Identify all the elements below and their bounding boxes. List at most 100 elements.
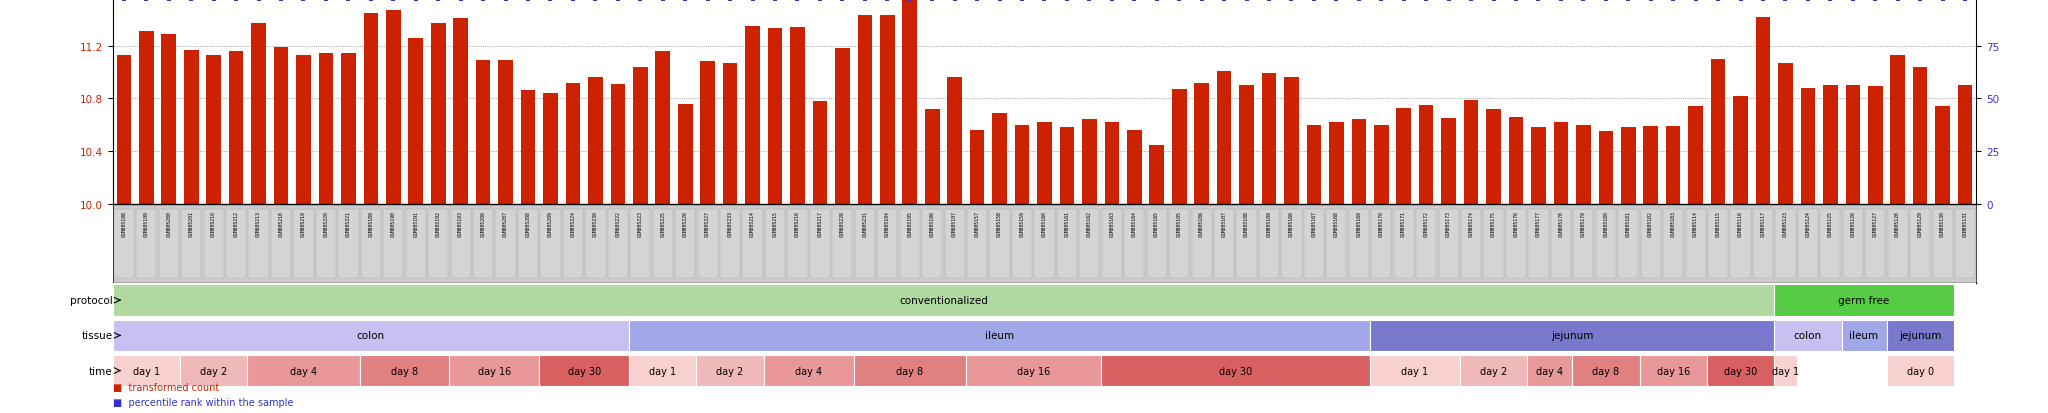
Bar bbox=[1460, 355, 1528, 387]
Text: GSM805194: GSM805194 bbox=[885, 211, 889, 237]
Point bbox=[1882, 0, 1915, 3]
FancyBboxPatch shape bbox=[1327, 209, 1346, 278]
Text: GSM805233: GSM805233 bbox=[727, 211, 733, 237]
Point bbox=[983, 0, 1016, 3]
Point bbox=[580, 0, 612, 3]
Bar bbox=[1958, 86, 1972, 204]
Bar bbox=[1554, 123, 1569, 204]
Bar bbox=[700, 62, 715, 204]
Text: GSM805126: GSM805126 bbox=[1849, 211, 1855, 237]
Bar bbox=[588, 78, 602, 204]
Bar bbox=[1640, 355, 1706, 387]
Bar bbox=[971, 131, 985, 204]
FancyBboxPatch shape bbox=[653, 209, 674, 278]
Bar bbox=[1599, 132, 1614, 204]
Text: day 16: day 16 bbox=[1016, 366, 1051, 376]
FancyBboxPatch shape bbox=[631, 209, 651, 278]
Bar bbox=[1823, 86, 1837, 204]
Text: ileum: ileum bbox=[1849, 330, 1878, 341]
Point bbox=[1589, 0, 1622, 3]
Point bbox=[625, 0, 657, 3]
FancyBboxPatch shape bbox=[1753, 209, 1774, 278]
FancyBboxPatch shape bbox=[608, 209, 629, 278]
FancyBboxPatch shape bbox=[203, 209, 223, 278]
Bar bbox=[629, 320, 1370, 351]
Bar bbox=[342, 55, 356, 204]
Bar bbox=[678, 104, 692, 204]
Point bbox=[1141, 0, 1174, 3]
Point bbox=[1702, 0, 1735, 3]
Bar bbox=[967, 355, 1100, 387]
Bar bbox=[539, 355, 629, 387]
Text: GSM805157: GSM805157 bbox=[975, 211, 979, 237]
FancyBboxPatch shape bbox=[586, 209, 606, 278]
FancyBboxPatch shape bbox=[1079, 209, 1100, 278]
FancyBboxPatch shape bbox=[899, 209, 920, 278]
Text: GSM805160: GSM805160 bbox=[1042, 211, 1047, 237]
Point bbox=[1432, 0, 1464, 3]
Text: conventionalized: conventionalized bbox=[899, 295, 987, 306]
FancyBboxPatch shape bbox=[1124, 209, 1145, 278]
Text: GSM805105: GSM805105 bbox=[1178, 211, 1182, 237]
Point bbox=[715, 0, 748, 3]
Bar bbox=[1419, 106, 1434, 204]
Text: GSM805127: GSM805127 bbox=[1872, 211, 1878, 237]
Text: GSM805230: GSM805230 bbox=[594, 211, 598, 237]
Text: GSM805213: GSM805213 bbox=[256, 211, 260, 237]
Bar bbox=[1706, 355, 1774, 387]
Text: ■  percentile rank within the sample: ■ percentile rank within the sample bbox=[113, 397, 293, 407]
Bar bbox=[565, 83, 580, 204]
Text: GSM805198: GSM805198 bbox=[121, 211, 127, 237]
Point bbox=[602, 0, 635, 3]
FancyBboxPatch shape bbox=[1640, 209, 1661, 278]
Text: day 16: day 16 bbox=[1657, 366, 1690, 376]
Point bbox=[152, 0, 184, 3]
Bar bbox=[274, 48, 289, 204]
Text: GSM805106: GSM805106 bbox=[1200, 211, 1204, 237]
Point bbox=[780, 0, 813, 3]
Text: GSM805215: GSM805215 bbox=[772, 211, 778, 237]
FancyBboxPatch shape bbox=[1147, 209, 1167, 278]
Text: GSM805212: GSM805212 bbox=[233, 211, 240, 237]
Text: ■  transformed count: ■ transformed count bbox=[113, 382, 219, 392]
Point bbox=[1409, 0, 1442, 3]
Text: GSM805180: GSM805180 bbox=[1604, 211, 1608, 237]
Point bbox=[1747, 0, 1780, 3]
Point bbox=[1815, 0, 1847, 3]
Text: GSM805190: GSM805190 bbox=[391, 211, 395, 237]
Bar bbox=[297, 56, 311, 204]
Point bbox=[1724, 0, 1757, 3]
Bar bbox=[1886, 355, 1954, 387]
Bar bbox=[520, 91, 535, 204]
Bar bbox=[1104, 123, 1118, 204]
Text: GSM805192: GSM805192 bbox=[436, 211, 440, 237]
Text: GSM805109: GSM805109 bbox=[1266, 211, 1272, 237]
FancyBboxPatch shape bbox=[1956, 209, 1974, 278]
FancyBboxPatch shape bbox=[1663, 209, 1683, 278]
Point bbox=[1231, 0, 1264, 3]
Point bbox=[825, 0, 858, 3]
Bar bbox=[1841, 320, 1886, 351]
Point bbox=[467, 0, 500, 3]
Text: GSM805179: GSM805179 bbox=[1581, 211, 1585, 237]
Point bbox=[961, 0, 993, 3]
Bar bbox=[449, 355, 539, 387]
FancyBboxPatch shape bbox=[1776, 209, 1796, 278]
FancyBboxPatch shape bbox=[1708, 209, 1729, 278]
Text: GSM805114: GSM805114 bbox=[1694, 211, 1698, 237]
Bar bbox=[1890, 56, 1905, 204]
Bar bbox=[453, 19, 469, 204]
Text: GSM805189: GSM805189 bbox=[369, 211, 373, 237]
FancyBboxPatch shape bbox=[1686, 209, 1706, 278]
Bar bbox=[791, 28, 805, 204]
Text: day 16: day 16 bbox=[477, 366, 512, 376]
Text: day 30: day 30 bbox=[1724, 366, 1757, 376]
Text: GSM805196: GSM805196 bbox=[930, 211, 934, 237]
FancyBboxPatch shape bbox=[1550, 209, 1571, 278]
Text: GSM805128: GSM805128 bbox=[1894, 211, 1901, 237]
FancyBboxPatch shape bbox=[1415, 209, 1436, 278]
Text: GSM805173: GSM805173 bbox=[1446, 211, 1452, 237]
Text: GSM805115: GSM805115 bbox=[1716, 211, 1720, 237]
Bar bbox=[1620, 128, 1636, 204]
Bar bbox=[1577, 126, 1591, 204]
